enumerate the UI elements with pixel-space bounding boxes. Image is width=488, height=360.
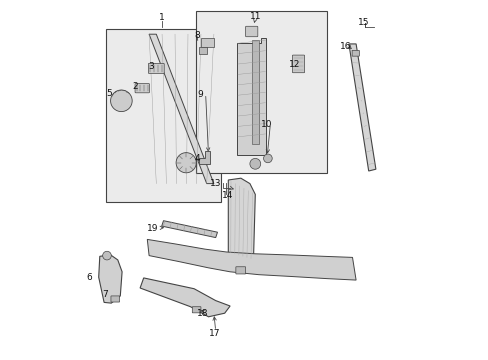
Text: 2: 2 bbox=[132, 82, 137, 91]
Bar bbox=[196, 11, 326, 173]
FancyBboxPatch shape bbox=[245, 26, 257, 37]
Text: 18: 18 bbox=[197, 309, 208, 318]
FancyBboxPatch shape bbox=[135, 84, 149, 93]
Polygon shape bbox=[199, 47, 206, 54]
Polygon shape bbox=[162, 221, 217, 238]
Polygon shape bbox=[147, 239, 355, 280]
Text: 10: 10 bbox=[261, 120, 272, 129]
Text: 1: 1 bbox=[159, 13, 164, 22]
Polygon shape bbox=[140, 278, 230, 317]
Text: 19: 19 bbox=[147, 224, 158, 233]
Circle shape bbox=[110, 90, 132, 112]
Text: 9: 9 bbox=[197, 90, 203, 99]
Text: 14: 14 bbox=[221, 191, 232, 199]
FancyBboxPatch shape bbox=[235, 267, 245, 274]
Circle shape bbox=[102, 251, 111, 260]
FancyBboxPatch shape bbox=[148, 63, 164, 73]
FancyBboxPatch shape bbox=[292, 55, 304, 73]
Text: 17: 17 bbox=[209, 328, 220, 338]
Text: 6: 6 bbox=[86, 274, 92, 282]
Text: 4: 4 bbox=[195, 154, 200, 163]
Polygon shape bbox=[251, 40, 258, 144]
Circle shape bbox=[249, 158, 260, 169]
Polygon shape bbox=[99, 255, 122, 303]
Text: 16: 16 bbox=[339, 42, 350, 51]
Text: 7: 7 bbox=[102, 290, 107, 299]
Polygon shape bbox=[149, 34, 213, 184]
Polygon shape bbox=[228, 178, 255, 274]
Bar bbox=[106, 29, 221, 202]
FancyBboxPatch shape bbox=[351, 50, 359, 56]
FancyBboxPatch shape bbox=[192, 307, 201, 313]
Circle shape bbox=[176, 153, 196, 173]
Text: 8: 8 bbox=[194, 31, 200, 40]
Circle shape bbox=[263, 154, 272, 163]
Text: 12: 12 bbox=[288, 60, 300, 69]
Text: 15: 15 bbox=[357, 18, 368, 27]
FancyBboxPatch shape bbox=[111, 296, 120, 302]
Polygon shape bbox=[201, 38, 213, 47]
Polygon shape bbox=[237, 38, 265, 155]
Text: 3: 3 bbox=[148, 62, 153, 71]
Text: 5: 5 bbox=[106, 89, 112, 98]
Polygon shape bbox=[348, 44, 375, 171]
Polygon shape bbox=[199, 151, 210, 164]
Text: 11: 11 bbox=[249, 12, 261, 21]
Text: 13: 13 bbox=[209, 179, 221, 188]
